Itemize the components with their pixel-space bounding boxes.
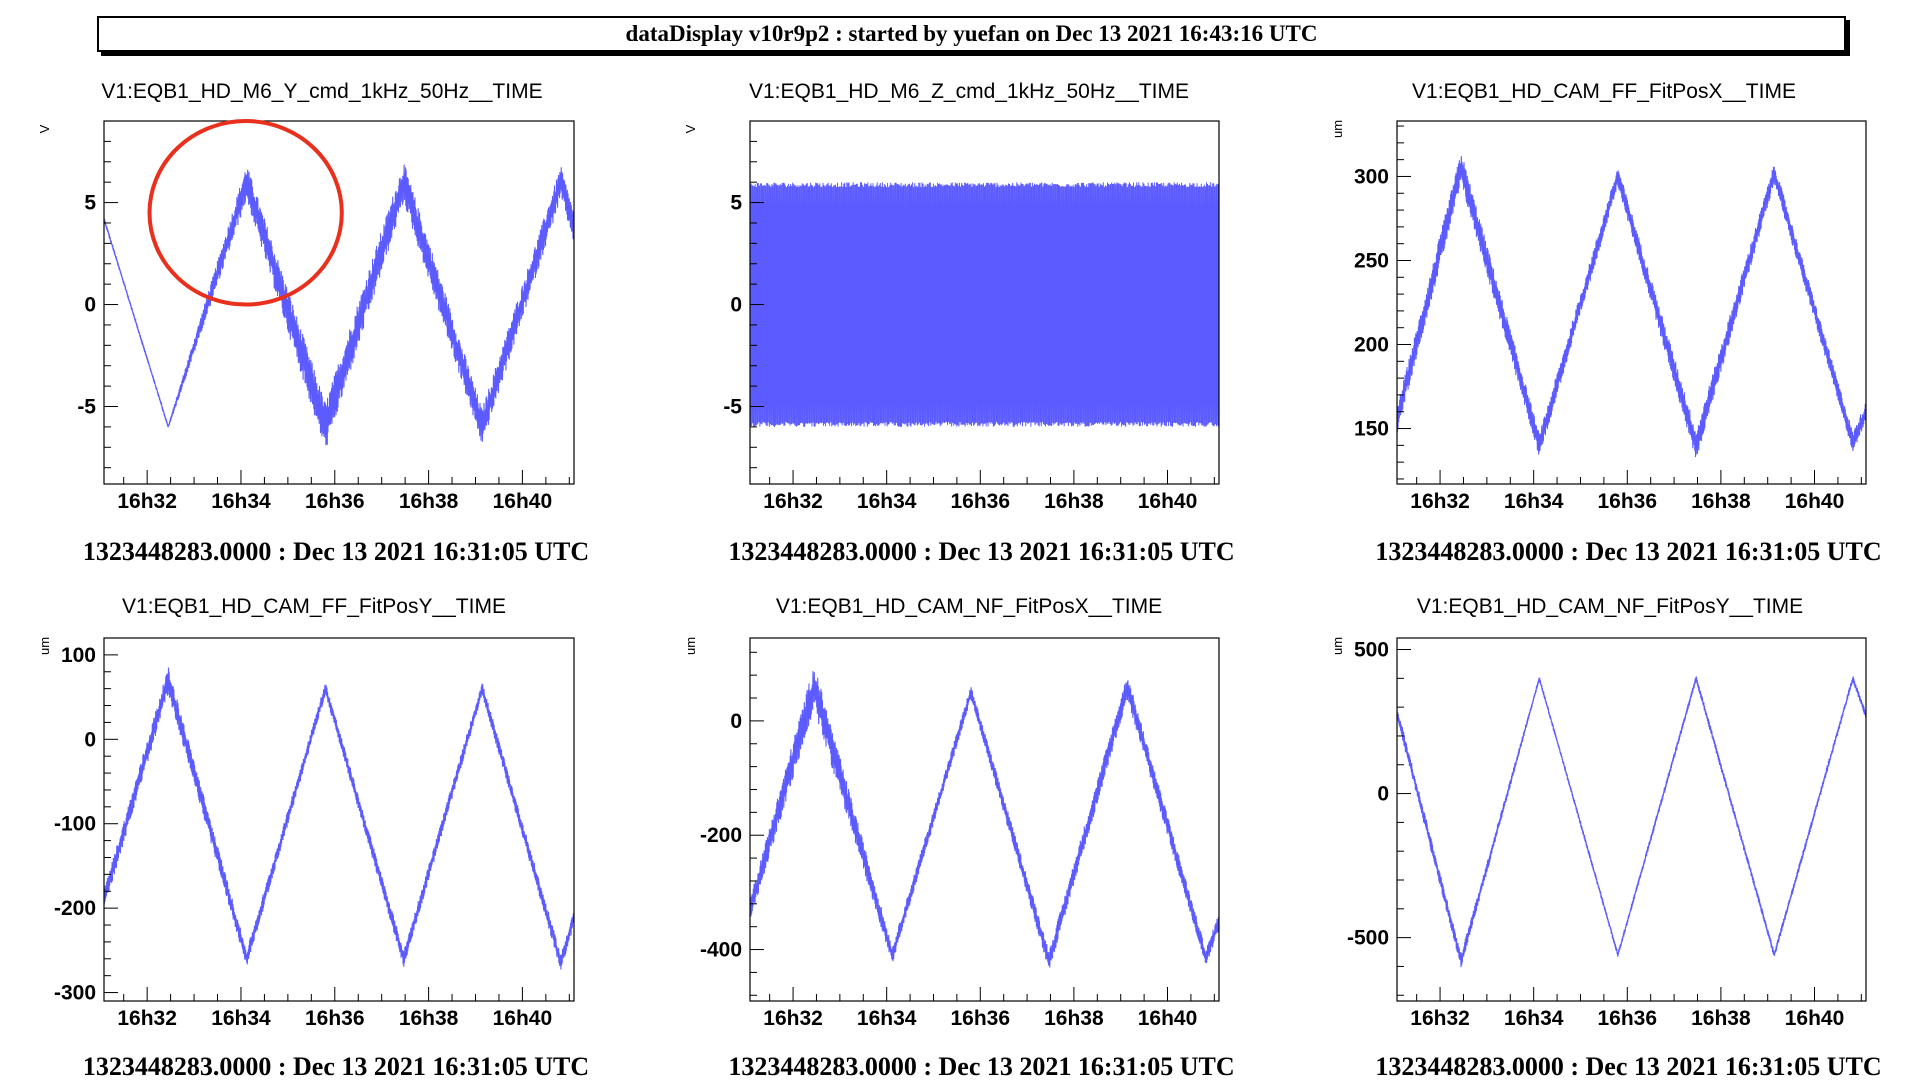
chart-footer-timestamp: 1323448283.0000 : Dec 13 2021 16:31:05 U…: [728, 537, 1234, 566]
x-tick-label: 16h36: [1598, 490, 1658, 513]
plot-frame: [1396, 637, 1867, 1002]
y-tick-label: -200: [700, 824, 742, 847]
x-tick-label: 16h34: [857, 490, 917, 513]
series-trace-group: [104, 164, 574, 446]
x-tick-label: 16h32: [1410, 1007, 1470, 1030]
x-tick-label: 16h32: [763, 1007, 823, 1030]
chart-title: V1:EQB1_HD_CAM_NF_FitPosX__TIME: [776, 595, 1162, 618]
series-trace-group: [1397, 156, 1866, 458]
x-tick-label: 16h36: [1598, 1007, 1658, 1030]
x-tick-label: 16h32: [763, 490, 823, 513]
y-tick-label: 100: [61, 644, 96, 667]
app-title-bar: dataDisplay v10r9p2 : started by yuefan …: [97, 16, 1846, 52]
chart-title: V1:EQB1_HD_CAM_FF_FitPosY__TIME: [122, 595, 506, 618]
plot-frame: [749, 120, 1220, 485]
chart-title: V1:EQB1_HD_M6_Y_cmd_1kHz_50Hz__TIME: [101, 80, 542, 103]
y-tick-label: 150: [1354, 418, 1389, 441]
x-tick-label: 16h36: [951, 490, 1011, 513]
y-axis-unit-label: um: [1330, 637, 1345, 655]
y-tick-label: 0: [84, 728, 96, 751]
chart-footer-timestamp: 1323448283.0000 : Dec 13 2021 16:31:05 U…: [728, 1052, 1234, 1081]
x-tick-label: 16h32: [117, 490, 177, 513]
x-tick-label: 16h38: [1691, 490, 1751, 513]
x-tick-label: 16h40: [1138, 1007, 1198, 1030]
chart-title: V1:EQB1_HD_CAM_NF_FitPosY__TIME: [1417, 595, 1803, 618]
x-tick-label: 16h40: [1785, 490, 1845, 513]
y-tick-label: -300: [54, 982, 96, 1005]
highlight-circle-annotation: [147, 119, 344, 307]
series-trace-group: [750, 182, 1219, 427]
x-tick-label: 16h34: [1504, 1007, 1564, 1030]
chart-title: V1:EQB1_HD_M6_Z_cmd_1kHz_50Hz__TIME: [749, 80, 1189, 103]
x-tick-label: 16h34: [857, 1007, 917, 1030]
x-tick-label: 16h34: [211, 1007, 271, 1030]
x-tick-label: 16h40: [493, 490, 553, 513]
x-tick-label: 16h38: [399, 490, 459, 513]
series-line: [1397, 676, 1866, 968]
y-tick-label: -400: [700, 939, 742, 962]
x-tick-label: 16h38: [1044, 490, 1104, 513]
x-tick-label: 16h36: [951, 1007, 1011, 1030]
y-tick-label: 5: [84, 192, 96, 215]
series-trace-group: [750, 671, 1219, 968]
y-tick-label: -200: [54, 897, 96, 920]
y-tick-label: 500: [1354, 639, 1389, 662]
y-axis-unit-label: um: [37, 637, 52, 655]
x-tick-label: 16h34: [211, 490, 271, 513]
y-tick-label: 0: [84, 294, 96, 317]
y-tick-label: 300: [1354, 165, 1389, 188]
x-tick-label: 16h38: [1691, 1007, 1751, 1030]
x-tick-label: 16h40: [1785, 1007, 1845, 1030]
x-tick-label: 16h32: [117, 1007, 177, 1030]
series-line: [104, 667, 574, 970]
plot-frame: [103, 120, 575, 485]
x-tick-label: 16h36: [305, 1007, 365, 1030]
series-line: [750, 671, 1219, 968]
chart-footer-timestamp: 1323448283.0000 : Dec 13 2021 16:31:05 U…: [83, 537, 589, 566]
app-title: dataDisplay v10r9p2 : started by yuefan …: [625, 21, 1318, 46]
y-axis-unit-label: um: [683, 637, 698, 655]
x-tick-label: 16h40: [493, 1007, 553, 1030]
y-axis-unit-label: V: [683, 124, 698, 133]
y-tick-label: 5: [730, 192, 742, 215]
y-tick-label: 0: [1377, 783, 1389, 806]
x-tick-label: 16h36: [305, 490, 365, 513]
plot-frame: [749, 637, 1220, 1002]
y-tick-label: -5: [723, 396, 742, 419]
plot-frame: [103, 637, 575, 1002]
y-tick-label: -100: [54, 813, 96, 836]
series-line: [750, 182, 1219, 427]
x-tick-label: 16h32: [1410, 490, 1470, 513]
series-line: [1397, 156, 1866, 458]
y-tick-label: -5: [77, 396, 96, 419]
y-tick-label: 0: [730, 294, 742, 317]
plot-frame: [1396, 120, 1867, 485]
series-line: [104, 164, 574, 446]
y-tick-label: -500: [1347, 927, 1389, 950]
chart-panel-1: V1:EQB1_HD_M6_Y_cmd_1kHz_50Hz__TIME V 5 0 -5…: [37, 80, 589, 566]
x-tick-label: 16h38: [1044, 1007, 1104, 1030]
x-tick-label: 16h40: [1138, 490, 1198, 513]
y-tick-label: 200: [1354, 334, 1389, 357]
chart-footer-timestamp: 1323448283.0000 : Dec 13 2021 16:31:05 U…: [83, 1052, 589, 1081]
series-trace-group: [1397, 676, 1866, 968]
y-tick-label: 0: [730, 710, 742, 733]
y-tick-label: 250: [1354, 249, 1389, 272]
y-axis-unit-label: um: [1330, 120, 1345, 138]
x-tick-label: 16h34: [1504, 490, 1564, 513]
series-trace-group: [104, 667, 574, 970]
chart-footer-timestamp: 1323448283.0000 : Dec 13 2021 16:31:05 U…: [1375, 1052, 1881, 1081]
chart-title: V1:EQB1_HD_CAM_FF_FitPosX__TIME: [1412, 80, 1796, 103]
chart-footer-timestamp: 1323448283.0000 : Dec 13 2021 16:31:05 U…: [1375, 537, 1881, 566]
chart-panel-2: V1:EQB1_HD_M6_Z_cmd_1kHz_50Hz__TIME V 5 0 -5…: [683, 80, 1235, 566]
y-axis-unit-label: V: [37, 124, 52, 133]
x-tick-label: 16h38: [399, 1007, 459, 1030]
